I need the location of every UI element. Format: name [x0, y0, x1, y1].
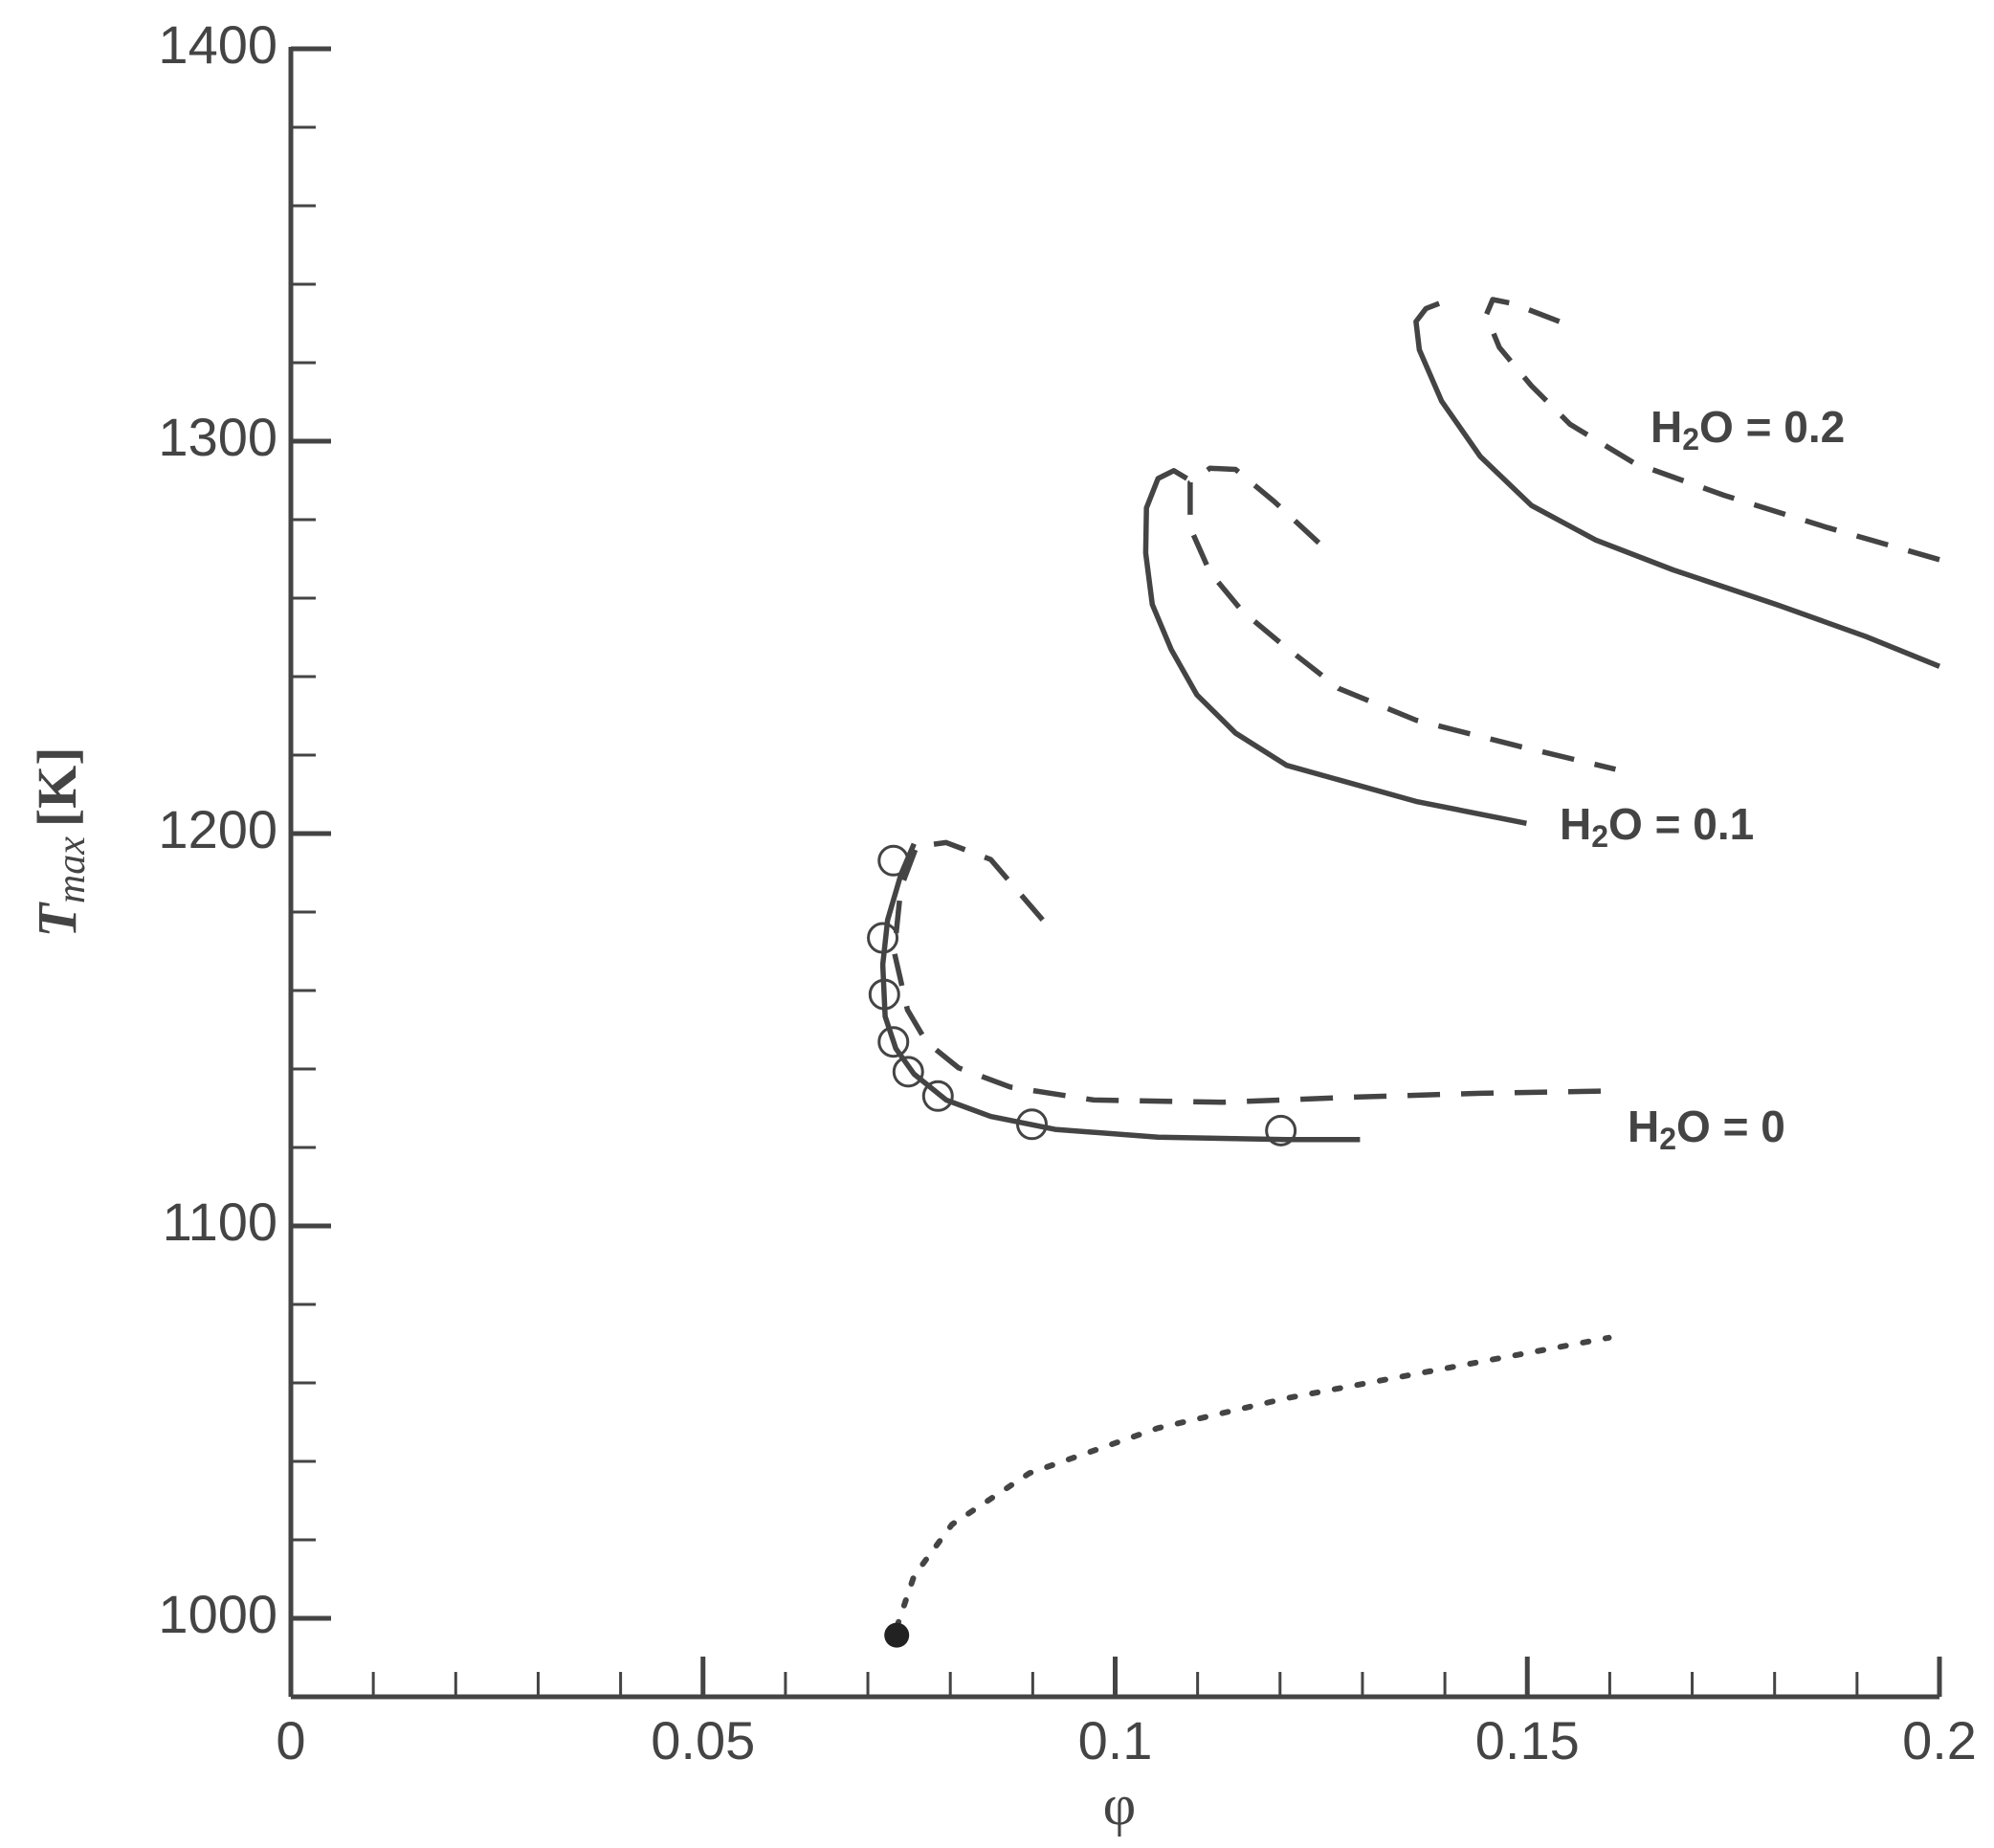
y-label-unit: [K] [26, 746, 88, 827]
annotation-text: O = 0 [1676, 1102, 1785, 1151]
y-label-symbol: T [26, 902, 88, 938]
y-label-subscript: max [50, 836, 94, 903]
annotation-subscript: 2 [1682, 422, 1699, 456]
y-tick-label: 1300 [158, 407, 277, 467]
point [884, 1622, 910, 1648]
x-tick-label: 0.05 [651, 1710, 755, 1770]
annotation-text: O = 0.1 [1608, 799, 1754, 849]
marker [867, 922, 899, 954]
x-axis-label: φ [1103, 1773, 1137, 1837]
annotation-text: H [1560, 799, 1591, 849]
annotation: H2O = 0 [1628, 1102, 1785, 1156]
y-axis-label: Tmax [K] [26, 746, 93, 937]
line-dotted [894, 1334, 1612, 1631]
line-solid [1142, 468, 1527, 826]
marker [877, 1026, 910, 1058]
line-solid [879, 842, 1361, 1143]
annotation-text: H [1628, 1102, 1659, 1151]
marker [1265, 1114, 1297, 1147]
annotation-subscript: 2 [1659, 1122, 1676, 1156]
line-dashed [1483, 297, 1940, 563]
annotation-subscript: 2 [1591, 819, 1608, 854]
marker [1015, 1108, 1048, 1141]
x-tick-label: 0.1 [1078, 1710, 1153, 1770]
y-tick-label: 1200 [158, 799, 277, 859]
y-tick-label: 1400 [158, 14, 277, 75]
marker [892, 1056, 924, 1088]
annotation: H2O = 0.2 [1651, 402, 1845, 456]
line-dashed [1187, 465, 1617, 772]
marker [921, 1080, 954, 1112]
x-tick-label: 0 [276, 1710, 305, 1770]
line-solid [1413, 301, 1941, 669]
marker [877, 844, 910, 877]
x-tick-label: 0.15 [1475, 1710, 1580, 1770]
marker [868, 978, 900, 1011]
x-tick-label: 0.2 [1902, 1710, 1977, 1770]
y-tick-label: 1100 [163, 1191, 277, 1252]
annotation: H2O = 0.1 [1560, 799, 1754, 854]
annotation-text: O = 0.2 [1699, 402, 1845, 452]
line-dashed [891, 839, 1609, 1105]
y-tick-label: 1000 [158, 1584, 277, 1644]
annotation-text: H [1651, 402, 1682, 452]
